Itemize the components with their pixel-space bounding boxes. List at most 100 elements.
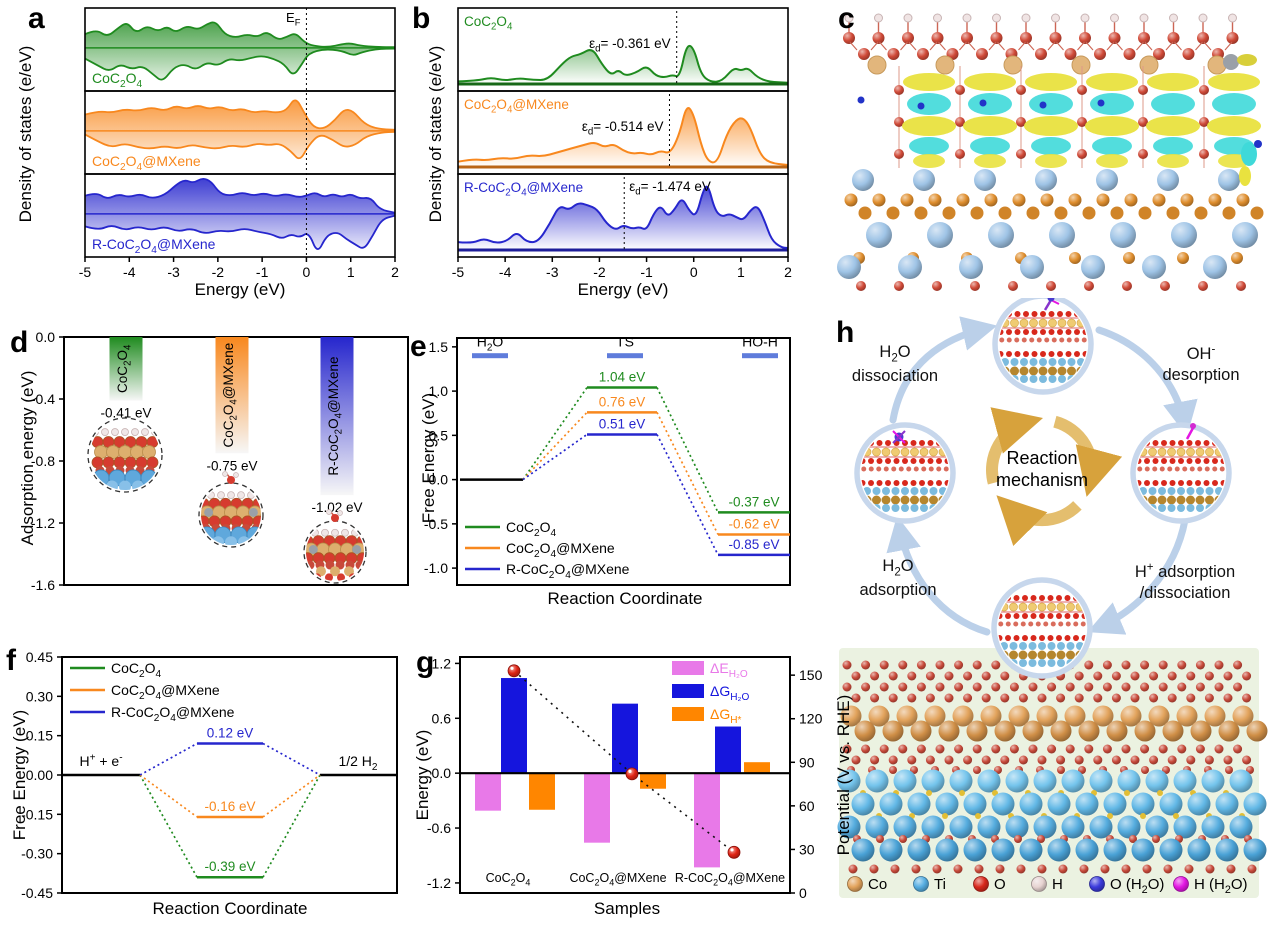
panel-b-xlabel: Energy (eV) <box>577 280 669 299</box>
legend-atom-4 <box>1089 876 1105 892</box>
panel-letter-c: c <box>838 2 855 35</box>
dos-dband-1: CoC2O4@MXene εd= -0.514 eV <box>457 90 789 175</box>
y-tick: 1.0 <box>429 383 449 399</box>
step-line: H2O <box>882 557 914 579</box>
profile-2: 0.51 eV -0.85 eV <box>522 416 790 557</box>
panel-h-slab-structure: Co Ti O H O (H2O) H (H2O) <box>837 648 1268 898</box>
legend-label: CoC2O4 <box>111 660 162 680</box>
y-tick-right: 90 <box>799 754 815 770</box>
panel-d-ylabel: Adsorption energy (eV) <box>18 370 37 546</box>
fermi-label: EF <box>286 10 301 28</box>
panel-e-ylabel: Free Energy (eV) <box>419 392 438 524</box>
step-line: dissociation <box>851 367 939 386</box>
structure-inset <box>87 417 163 493</box>
profile-0: 1.04 eV -0.37 eV <box>522 370 790 514</box>
panel-f-xlabel: Reaction Coordinate <box>152 899 308 918</box>
y-tick-left: 1.2 <box>432 655 452 671</box>
profile-1: -0.16 eV <box>139 774 321 819</box>
y-tick-left: -0.6 <box>427 820 451 836</box>
panel-g-bar-chart: 1.2 0.6 0.0 -0.6 -1.2 0 30 60 90 120 150 ΔEH₂O ΔGH₂O… <box>427 655 823 901</box>
curve-label: CoC2O4@MXene <box>92 153 201 173</box>
dos-total-2: R-CoC2O4@MXene <box>84 173 396 258</box>
atom-legend: Co Ti O H O (H2O) H (H2O) <box>847 876 1248 896</box>
stage-label: TS <box>616 334 634 350</box>
stage-label: H2O <box>477 334 504 354</box>
x-tick: -4 <box>499 264 512 280</box>
ts-value: 0.76 eV <box>599 394 646 409</box>
panel-a-xlabel: Energy (eV) <box>194 280 286 299</box>
y-tick: -0.45 <box>21 885 53 901</box>
dos-dband-2: R-CoC2O4@MXene εd= -1.474 eV <box>457 173 789 258</box>
legend-label: R-CoC2O4@MXene <box>111 704 235 724</box>
panel-g-xlabel: Samples <box>593 899 661 918</box>
y-tick: 0.15 <box>26 728 53 744</box>
panel-a-ylabel: Density of states (e/eV) <box>16 45 35 223</box>
panel-f-energy-profile-chart: 0.45 0.30 0.15 0.00 -0.15 -0.30 -0.45 H+ + e- 1/… <box>21 649 398 901</box>
y-tick: -0.30 <box>21 846 53 862</box>
stage-marker <box>742 353 778 359</box>
structure-inset <box>198 471 264 548</box>
final-value: -0.62 eV <box>728 516 779 531</box>
stage-marker <box>472 353 508 359</box>
x-tick: 1 <box>737 264 745 280</box>
step-line: adsorption <box>859 581 937 600</box>
y-tick-left: -1.2 <box>427 875 451 891</box>
y-tick: 0.30 <box>26 688 53 704</box>
profile-0: -0.39 eV <box>139 774 321 879</box>
y-tick: -1.2 <box>31 515 55 531</box>
potential-dot <box>727 845 741 859</box>
bar-GH-0 <box>529 773 555 810</box>
bar-value: -0.75 eV <box>206 458 257 473</box>
step-line: H+ adsorption <box>1134 561 1236 581</box>
cycle-arrows <box>886 316 1198 636</box>
legend-label: ΔEH₂O <box>710 660 748 680</box>
panel-letter-e: e <box>410 330 427 363</box>
profile-1: 0.76 eV -0.62 eV <box>522 394 790 536</box>
legend-swatch <box>672 661 704 675</box>
mid-value: 0.12 eV <box>207 726 254 741</box>
x-tick: 0 <box>303 264 311 280</box>
d-band-center-label: εd= -1.474 eV <box>629 179 711 198</box>
step-line: H2O <box>879 343 911 365</box>
charge-density-isosurfaces <box>857 73 1262 186</box>
center-cycle-arrows <box>986 407 1123 547</box>
y-tick: -0.5 <box>424 516 448 532</box>
panel-e-energy-profile-chart: 1.5 1.0 0.5 0.0 -0.5 -1.0 H2O TS HO-H 1.04 eV -0.3… <box>424 334 791 586</box>
bar-GHO-0 <box>501 678 527 774</box>
panel-letter-b: b <box>412 2 431 35</box>
final-value: -0.37 eV <box>728 494 779 509</box>
group-label: CoC2O4 <box>486 871 531 887</box>
y-tick: -0.8 <box>31 453 55 469</box>
legend-atom-label: O (H2O) <box>1110 876 1164 896</box>
x-tick: -3 <box>167 264 180 280</box>
legend-atom-2 <box>973 876 989 892</box>
step-line: /dissociation <box>1139 583 1231 602</box>
y-tick: 0.5 <box>429 427 449 443</box>
x-tick: -1 <box>256 264 269 280</box>
stage-label: HO-H <box>742 334 778 350</box>
legend-label: CoC2O4 <box>506 519 557 539</box>
legend-swatch <box>672 684 704 698</box>
start-label: H+ + e- <box>79 753 122 769</box>
legend-label: CoC2O4@MXene <box>506 540 615 560</box>
group-label: CoC2O4@MXene <box>569 871 666 887</box>
legend-atom-3 <box>1031 876 1047 892</box>
x-tick: -5 <box>452 264 465 280</box>
panel-d-adsorption-chart: 0.0 -0.4 -0.8 -1.2 -1.6 CoC2O4 -0.41 eV CoC2O4@… <box>31 329 409 593</box>
step-label-oh-desorption: OH- desorption <box>1136 342 1266 386</box>
bar-value: -0.41 eV <box>100 406 151 421</box>
structure-atoms <box>837 13 1264 291</box>
y-tick-right: 0 <box>799 885 807 901</box>
curve-label: CoC2O4@MXene <box>464 97 569 116</box>
cycle-inset-left <box>854 422 956 524</box>
y-tick: -0.4 <box>31 391 55 407</box>
panel-g-ylabel-left: Energy (eV) <box>413 729 432 821</box>
step-label-h2o-adsorption: H2O adsorption <box>823 556 973 602</box>
panel-letter-a: a <box>28 2 45 35</box>
adsorption-bar-0: CoC2O4 -0.41 eV <box>100 337 152 421</box>
legend-atom-5 <box>1173 876 1189 892</box>
adsorption-bar-2: R-CoC2O4@MXene -1.02 eV <box>311 337 363 515</box>
x-tick: -2 <box>212 264 225 280</box>
cycle-inset-bottom <box>991 577 1093 679</box>
